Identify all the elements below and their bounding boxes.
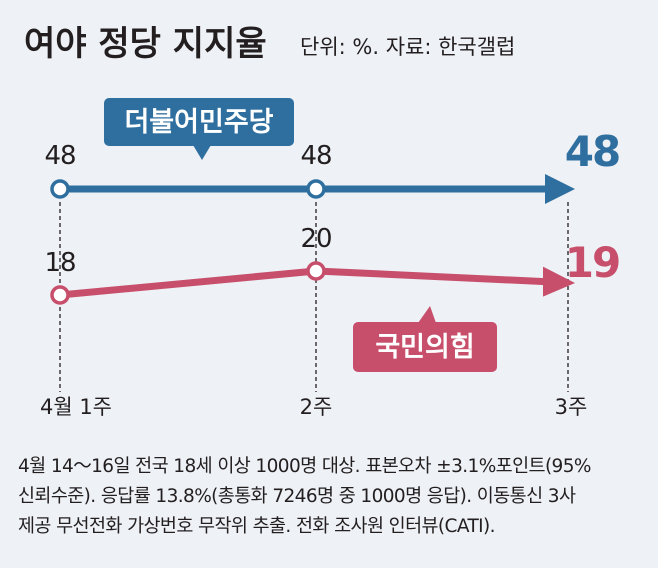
- footnote-line: 4월 14～16일 전국 18세 이상 1000명 대상. 표본오차 ±3.1%…: [18, 456, 591, 477]
- data-label-ppp: 20: [300, 224, 331, 254]
- footnote-line: 신뢰수준). 응답률 13.8%(총통화 7246명 중 1000명 응답). …: [18, 486, 576, 507]
- data-label-ppp: 19: [565, 238, 619, 287]
- legend-box-democratic: [104, 98, 294, 146]
- footnote-line: 제공 무선전화 가상번호 무작위 추출. 전화 조사원 인터뷰(CATI).: [18, 516, 496, 537]
- data-label-ppp: 18: [44, 248, 75, 278]
- point-democratic: [50, 179, 70, 199]
- point-democratic: [306, 179, 326, 199]
- series-line-ppp: [59, 267, 546, 299]
- chart-meta: 단위: %. 자료: 한국갤럽: [300, 35, 515, 59]
- arrowhead-ppp: [543, 266, 575, 297]
- point-ppp: [306, 261, 326, 281]
- data-label-democratic: 48: [565, 127, 619, 176]
- arrowhead-democratic: [545, 174, 575, 204]
- legend-label-ppp: 국민의힘: [375, 332, 474, 363]
- x-tick-label: 4월 1주: [40, 395, 112, 419]
- legend-box-ppp: [353, 322, 497, 372]
- legend-label-democratic: 더불어민주당: [124, 107, 273, 138]
- data-label-democratic: 48: [44, 141, 75, 171]
- data-label-democratic: 48: [300, 141, 331, 171]
- footnote: 4월 14～16일 전국 18세 이상 1000명 대상. 표본오차 ±3.1%…: [18, 452, 648, 542]
- point-ppp: [50, 285, 70, 305]
- chart-title: 여야 정당 지지율: [24, 24, 267, 64]
- x-tick-label: 3주: [555, 395, 588, 419]
- x-tick-label: 2주: [300, 395, 333, 419]
- legend-pointer-democratic: [193, 145, 211, 160]
- legend-pointer-ppp: [418, 306, 436, 323]
